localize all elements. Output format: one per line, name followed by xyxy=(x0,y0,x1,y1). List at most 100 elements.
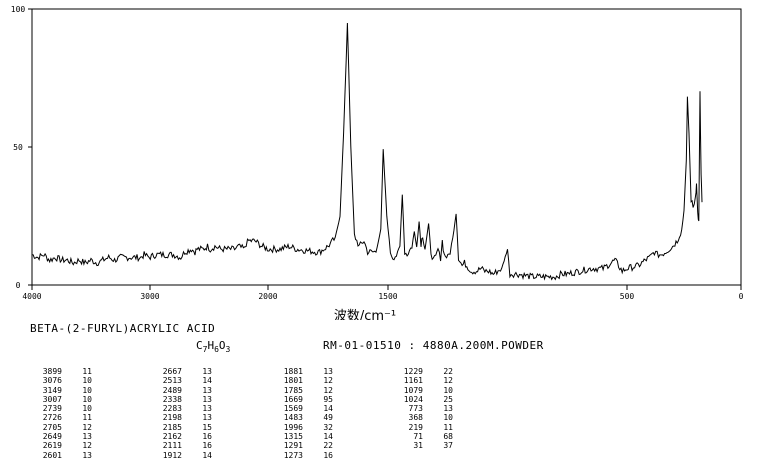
peak-wavenumber: 1024 xyxy=(403,394,423,404)
molecular-formula: C7H6O3 xyxy=(196,339,230,354)
peak-wavenumber: 1315 xyxy=(283,432,303,442)
peak-intensity: 16 xyxy=(202,432,212,442)
peak-intensity: 14 xyxy=(323,404,333,414)
peak-intensity: 95 xyxy=(323,394,333,404)
peak-row: 219 11 xyxy=(379,423,453,432)
peak-row: 2739 10 xyxy=(18,404,92,413)
peak-intensity: 13 xyxy=(443,404,453,414)
formula-carbon: C xyxy=(196,339,203,352)
peak-intensity: 13 xyxy=(323,367,333,376)
peak-intensity: 10 xyxy=(82,376,92,386)
peak-intensity: 22 xyxy=(443,367,453,376)
peak-wavenumber: 2185 xyxy=(162,422,182,432)
x-tick-label: 1500 xyxy=(378,292,397,301)
peak-intensity: 10 xyxy=(82,394,92,404)
peak-row: 1996 32 xyxy=(259,423,333,432)
peak-wavenumber: 3076 xyxy=(42,376,62,386)
peak-wavenumber: 71 xyxy=(413,432,423,442)
peak-intensity: 13 xyxy=(202,413,212,423)
peak-row: 31 37 xyxy=(379,441,453,450)
peak-wavenumber: 2726 xyxy=(42,413,62,423)
peak-intensity: 12 xyxy=(443,376,453,386)
peak-intensity: 12 xyxy=(82,422,92,432)
peak-intensity: 10 xyxy=(443,385,453,395)
peak-row: 2185 15 xyxy=(138,423,212,432)
formula-oxygen-count: 3 xyxy=(225,345,231,355)
peak-intensity: 15 xyxy=(202,422,212,432)
peak-wavenumber: 3149 xyxy=(42,385,62,395)
peak-intensity: 11 xyxy=(82,413,92,423)
peak-wavenumber: 1996 xyxy=(283,422,303,432)
peak-wavenumber: 1881 xyxy=(283,367,303,376)
peak-wavenumber: 1801 xyxy=(283,376,303,386)
peak-row: 2162 16 xyxy=(138,432,212,441)
peak-row: 2198 13 xyxy=(138,413,212,422)
catalog-info: RM-01-01510 : 4880A.200M.POWDER xyxy=(323,339,544,352)
peak-intensity: 11 xyxy=(443,422,453,432)
plot-frame xyxy=(31,8,742,286)
peak-intensity: 16 xyxy=(323,450,333,460)
peak-wavenumber: 1785 xyxy=(283,385,303,395)
peak-intensity: 10 xyxy=(82,404,92,414)
peak-row: 3149 10 xyxy=(18,386,92,395)
peak-row: 368 10 xyxy=(379,413,453,422)
peak-intensity: 16 xyxy=(202,441,212,451)
axis-layer: 0 50 100 4000 3000 2000 1500 500 0 xyxy=(11,5,744,301)
peak-row: 1801 12 xyxy=(259,376,333,385)
spectrum-trace-layer xyxy=(31,22,703,281)
peak-row: 2649 13 xyxy=(18,432,92,441)
peak-wavenumber: 2739 xyxy=(42,404,62,414)
x-axis-label: 波数/cm⁻¹ xyxy=(334,309,396,320)
peak-table-column: 3899 11 3076 10 3149 10 3007 10 2739 10 2726 11 2705… xyxy=(18,367,92,460)
peak-row: 1785 12 xyxy=(259,386,333,395)
peak-wavenumber: 31 xyxy=(413,441,423,451)
peak-row: 1291 22 xyxy=(259,441,333,450)
peak-wavenumber: 1229 xyxy=(403,367,423,376)
peak-wavenumber: 1291 xyxy=(283,441,303,451)
peak-wavenumber: 2338 xyxy=(162,394,182,404)
y-tick-label: 100 xyxy=(11,5,26,14)
peak-intensity: 12 xyxy=(82,441,92,451)
peak-row: 2489 13 xyxy=(138,386,212,395)
peak-wavenumber: 2667 xyxy=(162,367,182,376)
peak-wavenumber: 1912 xyxy=(162,450,182,460)
peak-row: 2619 12 xyxy=(18,441,92,450)
formula-carbon-count: 7 xyxy=(202,345,208,355)
y-tick-label: 0 xyxy=(16,281,21,290)
peak-wavenumber: 2649 xyxy=(42,432,62,442)
peak-wavenumber: 2513 xyxy=(162,376,182,386)
x-tick-label: 2000 xyxy=(258,292,277,301)
peak-row: 773 13 xyxy=(379,404,453,413)
peak-wavenumber: 2601 xyxy=(42,450,62,460)
peak-row: 1024 25 xyxy=(379,395,453,404)
peak-row: 3076 10 xyxy=(18,376,92,385)
peak-intensity: 11 xyxy=(82,367,92,376)
peak-wavenumber: 1161 xyxy=(403,376,423,386)
peak-row: 1912 14 xyxy=(138,451,212,460)
peak-row: 1273 16 xyxy=(259,451,333,460)
peak-table-column: 1229 22 1161 12 1079 10 1024 25 773 13 368 10 219 11 7… xyxy=(379,367,453,451)
peak-wavenumber: 1669 xyxy=(283,394,303,404)
plot-border xyxy=(31,8,742,286)
peak-wavenumber: 2283 xyxy=(162,404,182,414)
peak-wavenumber: 1273 xyxy=(283,450,303,460)
peak-intensity: 12 xyxy=(323,376,333,386)
peak-wavenumber: 1569 xyxy=(283,404,303,414)
peak-wavenumber: 219 xyxy=(408,422,423,432)
x-tick-label: 500 xyxy=(620,292,635,301)
peak-wavenumber: 1079 xyxy=(403,385,423,395)
peak-intensity: 13 xyxy=(202,367,212,376)
peak-intensity: 14 xyxy=(202,376,212,386)
x-tick-label: 3000 xyxy=(140,292,159,301)
peak-wavenumber: 2705 xyxy=(42,422,62,432)
peak-table-column: 2667 13 2513 14 2489 13 2338 13 2283 13 2198 13 2185… xyxy=(138,367,212,460)
peak-intensity: 14 xyxy=(323,432,333,442)
peak-wavenumber: 368 xyxy=(408,413,423,423)
peak-row: 2601 13 xyxy=(18,451,92,460)
peak-wavenumber: 773 xyxy=(408,404,423,414)
spectrum-line xyxy=(31,22,703,281)
peak-row: 3007 10 xyxy=(18,395,92,404)
peak-intensity: 10 xyxy=(82,385,92,395)
peak-wavenumber: 3899 xyxy=(42,367,62,376)
peak-row: 1669 95 xyxy=(259,395,333,404)
